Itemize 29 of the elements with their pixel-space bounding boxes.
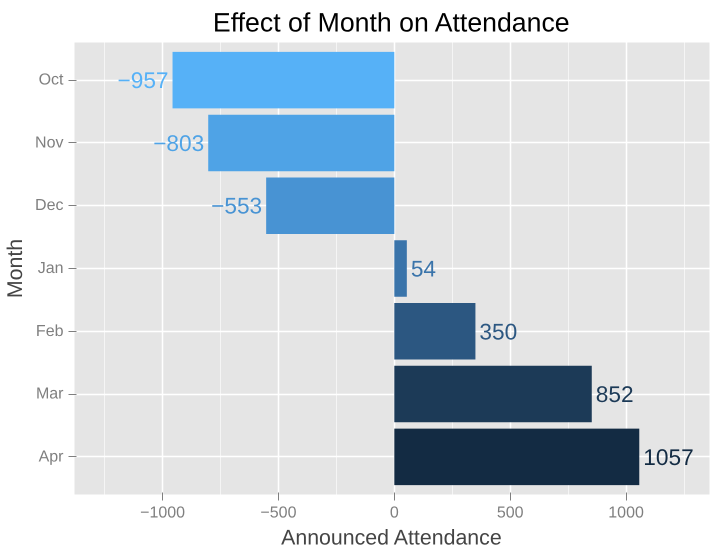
data-label: 1057 <box>643 444 694 470</box>
data-label: 852 <box>596 381 634 408</box>
x-tick-label: 500 <box>496 504 524 522</box>
data-label: −553 <box>211 192 262 219</box>
x-tick-label: −1000 <box>140 504 186 522</box>
data-label: 54 <box>410 256 436 282</box>
data-label: 350 <box>479 318 518 344</box>
x-tick-label: 1000 <box>608 504 644 522</box>
x-tick-label: −500 <box>260 504 297 522</box>
y-tick-label: Feb <box>36 322 64 340</box>
y-tick-label: Jan <box>38 260 64 277</box>
x-axis-title: Announced Attendance <box>281 526 502 550</box>
data-label: −803 <box>153 130 204 156</box>
bar <box>394 366 592 422</box>
data-label: −957 <box>118 67 169 94</box>
bar <box>394 428 640 486</box>
y-axis-title: Month <box>3 238 28 298</box>
bar <box>208 114 394 172</box>
chart-title: Effect of Month on Attendance <box>212 8 570 38</box>
y-tick-label: Mar <box>36 386 64 403</box>
y-tick-label: Dec <box>35 197 64 214</box>
bar <box>394 303 476 360</box>
x-tick-label: 0 <box>390 504 399 522</box>
bar <box>266 177 394 234</box>
y-tick-label: Nov <box>35 134 64 152</box>
y-tick-label: Oct <box>38 72 64 89</box>
bar <box>172 52 394 108</box>
y-tick-label: Apr <box>38 448 64 466</box>
bar <box>394 240 407 297</box>
